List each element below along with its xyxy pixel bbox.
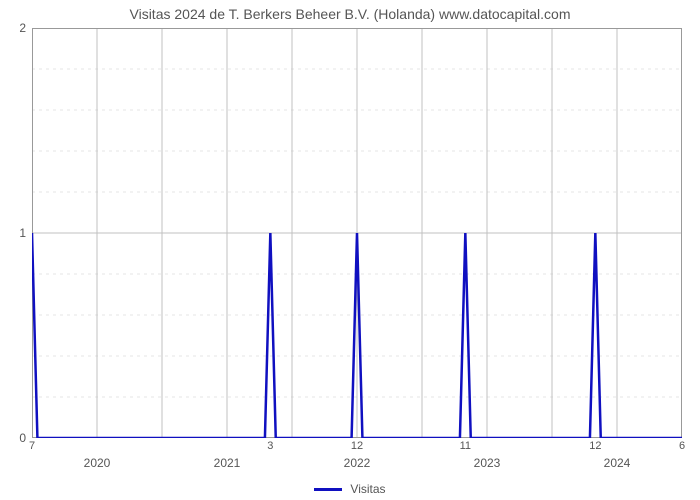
y-tick-label: 2 — [19, 21, 26, 35]
x-value-label: 3 — [267, 440, 273, 452]
x-value-label: 11 — [460, 440, 471, 452]
chart-container: Visitas 2024 de T. Berkers Beheer B.V. (… — [0, 0, 700, 500]
x-year-label: 2021 — [214, 456, 241, 470]
legend-item-visitas: Visitas — [314, 482, 385, 496]
x-value-label: 12 — [589, 440, 601, 452]
x-value-label: 6 — [679, 440, 685, 452]
y-tick-label: 0 — [19, 431, 26, 445]
legend-swatch — [314, 488, 342, 491]
plot-area: 01273121112620202021202220232024 — [32, 28, 682, 438]
x-value-label: 12 — [351, 440, 363, 452]
chart-title: Visitas 2024 de T. Berkers Beheer B.V. (… — [0, 0, 700, 26]
x-value-label: 7 — [29, 440, 35, 452]
y-tick-label: 1 — [19, 226, 26, 240]
plot-svg — [32, 28, 682, 438]
x-year-label: 2024 — [604, 456, 631, 470]
x-year-label: 2023 — [474, 456, 501, 470]
legend: Visitas — [0, 478, 700, 497]
x-year-label: 2022 — [344, 456, 371, 470]
legend-label: Visitas — [350, 482, 385, 496]
x-year-label: 2020 — [84, 456, 111, 470]
